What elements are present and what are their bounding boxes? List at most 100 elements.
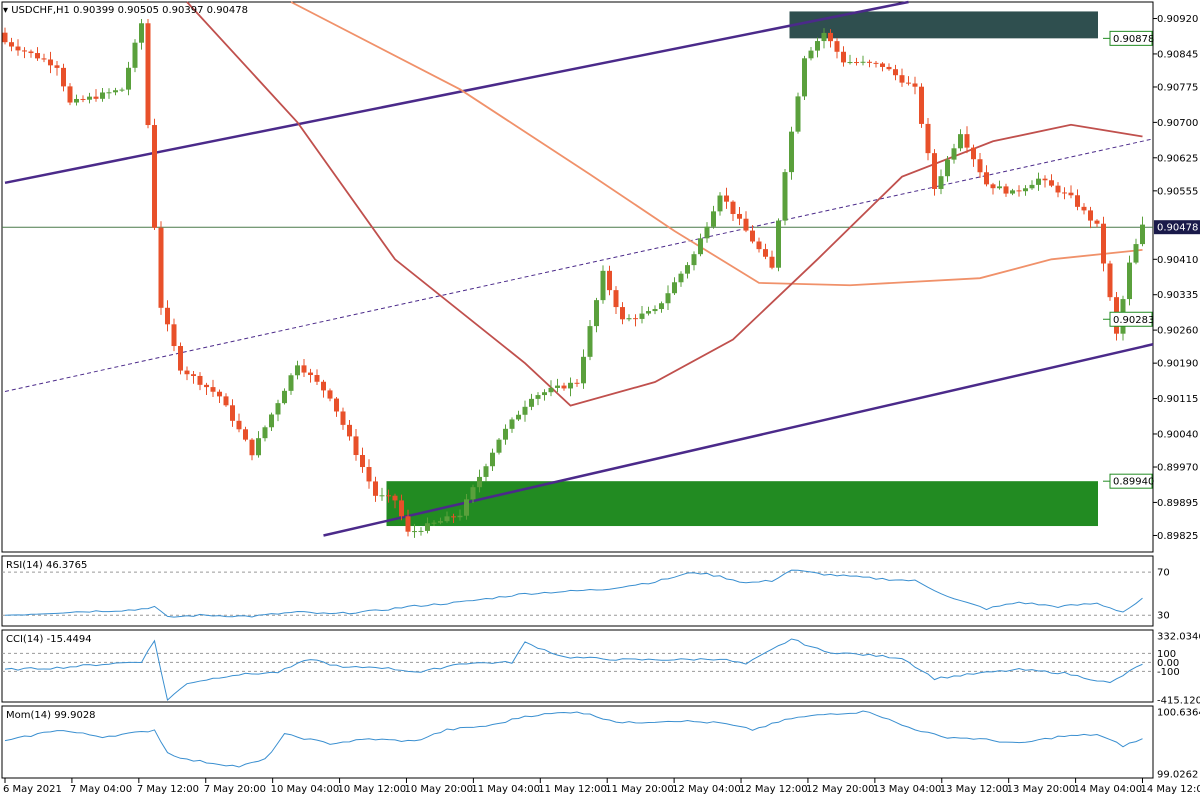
bear-candle — [165, 307, 170, 325]
bear-candle — [1016, 190, 1022, 192]
bull-candle — [594, 300, 599, 327]
indicator-line — [4, 569, 1143, 618]
bull-candle — [789, 131, 794, 173]
bear-candle — [48, 59, 53, 66]
bull-candle — [516, 414, 521, 420]
bull-candle — [503, 428, 508, 440]
bull-candle — [691, 254, 697, 266]
bull-candle — [587, 326, 593, 357]
bear-candle — [249, 439, 255, 456]
bear-candle — [984, 172, 989, 185]
bear-candle — [1075, 195, 1080, 207]
symbol-header: ▾ USDCHF,H1 0.90399 0.90505 0.90397 0.90… — [3, 5, 248, 16]
indicator-tick-label: 100 — [1157, 649, 1176, 660]
indicator-tick-label: -415.1201 — [1157, 695, 1200, 706]
level-tag — [1109, 473, 1153, 489]
bull-candle — [711, 211, 716, 227]
bull-candle — [1127, 262, 1132, 300]
bear-candle — [243, 429, 248, 440]
bull-candle — [776, 220, 781, 268]
indicator-label: Mom(14) 99.9028 — [6, 710, 96, 721]
bear-candle — [327, 390, 333, 399]
bull-candle — [535, 395, 541, 399]
bull-candle — [1036, 178, 1041, 185]
bear-candle — [54, 65, 60, 68]
bull-candle — [119, 89, 125, 91]
bull-candle — [444, 516, 450, 522]
indicator-line — [4, 710, 1143, 768]
bull-candle — [568, 382, 573, 389]
y-tick-label: 0.89895 — [1157, 498, 1198, 509]
bear-candle — [35, 53, 40, 59]
x-tick-label: 11 May 12:00 — [538, 784, 607, 795]
bull-candle — [1010, 190, 1015, 194]
bear-candle — [22, 50, 27, 52]
bear-candle — [1055, 185, 1061, 193]
bear-candle — [80, 98, 86, 100]
bear-candle — [613, 290, 619, 308]
bull-candle — [717, 195, 723, 212]
bear-candle — [236, 420, 242, 430]
bear-candle — [964, 134, 970, 148]
bear-candle — [1049, 180, 1054, 186]
bull-candle — [685, 265, 690, 274]
x-tick-label: 7 May 20:00 — [204, 784, 266, 795]
bull-candle — [795, 96, 801, 132]
bull-candle — [282, 390, 287, 404]
y-tick-label: 0.90775 — [1157, 82, 1198, 93]
bear-candle — [197, 375, 203, 385]
bull-candle — [665, 293, 671, 304]
x-tick-label: 10 May 20:00 — [404, 784, 473, 795]
bull-candle — [951, 148, 957, 160]
bear-candle — [191, 374, 196, 376]
y-tick-label: 0.90700 — [1157, 118, 1198, 129]
bull-candle — [860, 61, 866, 63]
bear-candle — [366, 467, 372, 482]
level-tag-label: 0.90283 — [1113, 315, 1154, 326]
y-tick-label: 0.90555 — [1157, 186, 1198, 197]
bear-candle — [971, 147, 976, 160]
bear-candle — [574, 382, 580, 384]
bear-candle — [61, 67, 66, 87]
level-tag-label: 0.89940 — [1113, 477, 1154, 488]
x-tick-label: 12 May 04:00 — [672, 784, 741, 795]
bull-candle — [74, 98, 79, 103]
bear-candle — [223, 396, 229, 406]
bull-candle — [548, 387, 554, 393]
bull-candle — [782, 172, 788, 221]
bear-candle — [152, 125, 157, 228]
indicator-panel-frame-2 — [1, 629, 1154, 703]
indicator-line — [4, 638, 1143, 702]
bear-candle — [321, 381, 326, 391]
bull-candle — [262, 427, 268, 439]
bull-candle — [490, 452, 495, 467]
bear-candle — [880, 63, 885, 67]
bear-candle — [730, 201, 736, 214]
bull-candle — [529, 398, 534, 407]
bull-candle — [288, 375, 294, 391]
bull-candle — [1133, 244, 1139, 263]
indicator-label: RSI(14) 46.3765 — [6, 560, 87, 571]
bull-candle — [464, 499, 469, 516]
indicator-tick-label: 0.00 — [1157, 658, 1179, 669]
x-tick-label: 13 May 04:00 — [873, 784, 942, 795]
bear-candle — [886, 66, 892, 70]
bull-candle — [808, 50, 814, 59]
x-tick-label: 7 May 12:00 — [137, 784, 199, 795]
bear-candle — [990, 184, 996, 189]
indicator-tick-label: 100.6364 — [1157, 708, 1200, 719]
y-tick-label: 0.90040 — [1157, 429, 1198, 440]
y-tick-label: 0.90335 — [1157, 290, 1198, 301]
x-tick-label: 10 May 12:00 — [338, 784, 407, 795]
bull-candle — [256, 438, 261, 456]
bull-candle — [821, 32, 827, 42]
lower-channel-line — [323, 343, 1154, 537]
bull-candle — [269, 414, 274, 428]
bull-candle — [126, 67, 131, 90]
bull-candle — [600, 270, 606, 301]
bear-candle — [932, 153, 937, 189]
bear-candle — [854, 62, 859, 64]
indicator-tick-label: 30 — [1157, 611, 1170, 622]
bull-candle — [815, 41, 820, 51]
